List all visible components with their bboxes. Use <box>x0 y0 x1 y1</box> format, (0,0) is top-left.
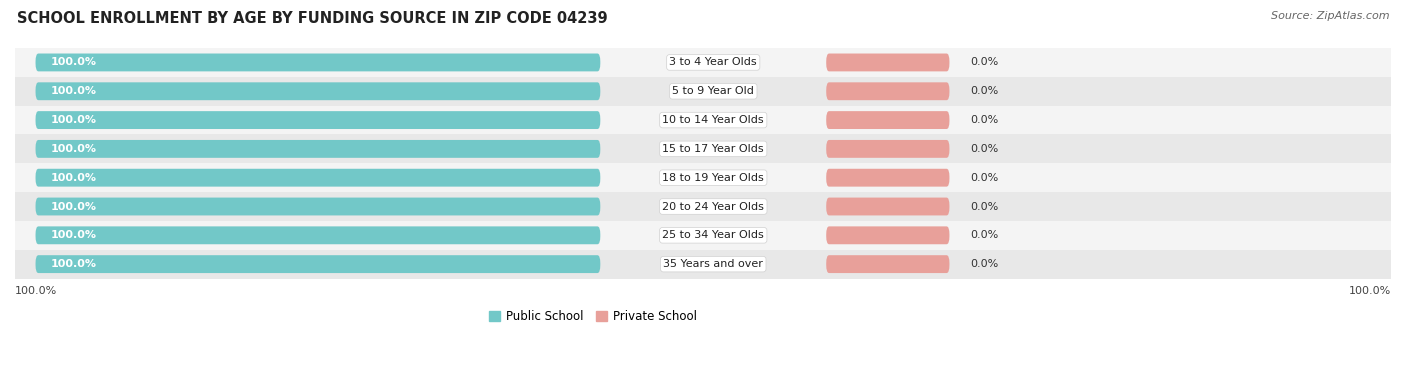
Text: 0.0%: 0.0% <box>970 202 998 211</box>
Text: 3 to 4 Year Olds: 3 to 4 Year Olds <box>669 57 756 67</box>
FancyBboxPatch shape <box>827 255 949 273</box>
Text: 10 to 14 Year Olds: 10 to 14 Year Olds <box>662 115 763 125</box>
Bar <box>15 77 1391 106</box>
Text: 0.0%: 0.0% <box>970 144 998 154</box>
Text: 0.0%: 0.0% <box>970 230 998 240</box>
Text: 0.0%: 0.0% <box>970 57 998 67</box>
Text: 25 to 34 Year Olds: 25 to 34 Year Olds <box>662 230 763 240</box>
Text: 18 to 19 Year Olds: 18 to 19 Year Olds <box>662 173 763 183</box>
Text: 100.0%: 100.0% <box>1348 286 1391 296</box>
FancyBboxPatch shape <box>827 111 949 129</box>
FancyBboxPatch shape <box>827 140 949 158</box>
Text: 100.0%: 100.0% <box>51 115 97 125</box>
Bar <box>15 250 1391 279</box>
Text: 100.0%: 100.0% <box>15 286 58 296</box>
FancyBboxPatch shape <box>827 82 949 100</box>
FancyBboxPatch shape <box>35 255 600 273</box>
Text: 100.0%: 100.0% <box>51 86 97 96</box>
FancyBboxPatch shape <box>827 169 949 187</box>
FancyBboxPatch shape <box>35 198 600 215</box>
Text: 35 Years and over: 35 Years and over <box>664 259 763 269</box>
FancyBboxPatch shape <box>35 140 600 158</box>
Bar <box>15 192 1391 221</box>
Text: 0.0%: 0.0% <box>970 115 998 125</box>
Bar <box>15 135 1391 163</box>
FancyBboxPatch shape <box>35 169 600 187</box>
FancyBboxPatch shape <box>35 226 600 244</box>
FancyBboxPatch shape <box>35 82 600 100</box>
FancyBboxPatch shape <box>35 111 600 129</box>
Text: 100.0%: 100.0% <box>51 230 97 240</box>
FancyBboxPatch shape <box>827 54 949 71</box>
Text: 100.0%: 100.0% <box>51 202 97 211</box>
Text: 100.0%: 100.0% <box>51 144 97 154</box>
FancyBboxPatch shape <box>827 226 949 244</box>
FancyBboxPatch shape <box>827 198 949 215</box>
Bar <box>15 163 1391 192</box>
Text: SCHOOL ENROLLMENT BY AGE BY FUNDING SOURCE IN ZIP CODE 04239: SCHOOL ENROLLMENT BY AGE BY FUNDING SOUR… <box>17 11 607 26</box>
Text: Source: ZipAtlas.com: Source: ZipAtlas.com <box>1271 11 1389 21</box>
Bar <box>15 106 1391 135</box>
Text: 5 to 9 Year Old: 5 to 9 Year Old <box>672 86 754 96</box>
Legend: Public School, Private School: Public School, Private School <box>484 305 702 328</box>
Text: 15 to 17 Year Olds: 15 to 17 Year Olds <box>662 144 763 154</box>
Text: 100.0%: 100.0% <box>51 173 97 183</box>
FancyBboxPatch shape <box>35 54 600 71</box>
Text: 0.0%: 0.0% <box>970 259 998 269</box>
Text: 0.0%: 0.0% <box>970 173 998 183</box>
Bar <box>15 221 1391 250</box>
Text: 100.0%: 100.0% <box>51 259 97 269</box>
Text: 0.0%: 0.0% <box>970 86 998 96</box>
Bar <box>15 48 1391 77</box>
Text: 100.0%: 100.0% <box>51 57 97 67</box>
Text: 20 to 24 Year Olds: 20 to 24 Year Olds <box>662 202 765 211</box>
